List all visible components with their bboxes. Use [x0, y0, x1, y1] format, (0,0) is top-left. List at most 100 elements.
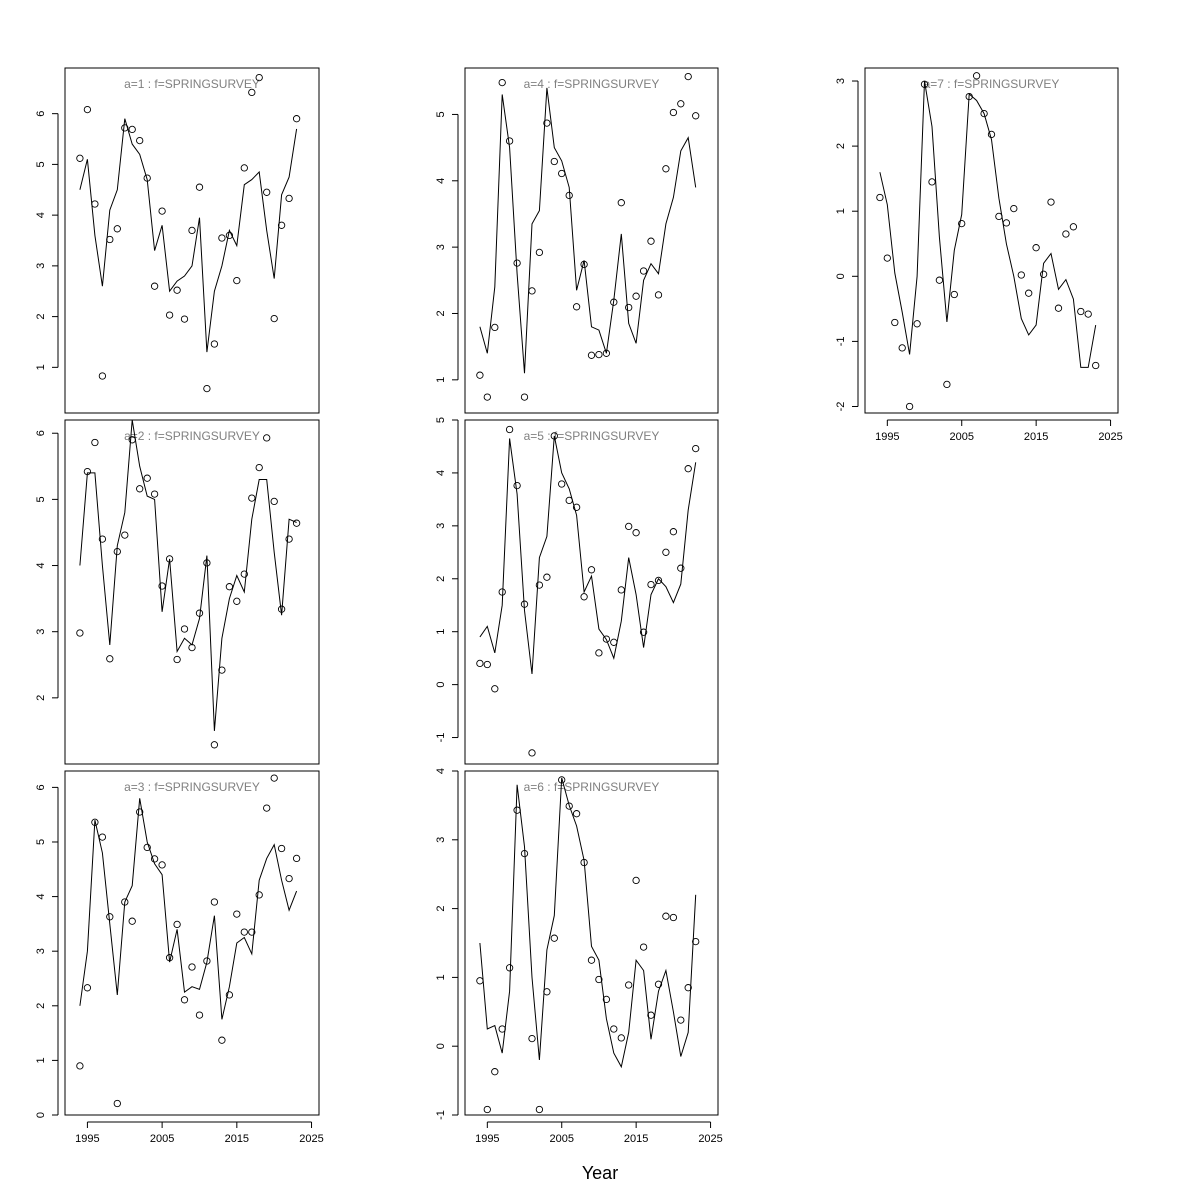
observed-point: [905, 402, 914, 411]
observed-point: [483, 660, 491, 669]
y-tick-label: 0: [35, 1112, 47, 1118]
panel-frame: [64, 419, 320, 765]
panel-1: a=1 : f=SPRINGSURVEY 1 2 3 4 5 6: [35, 67, 320, 414]
observed-point: [662, 548, 670, 556]
observed-point: [558, 776, 566, 784]
observed-point: [692, 112, 700, 120]
observed-point: [150, 282, 159, 290]
y-tick-label: 2: [435, 906, 447, 912]
observed-point: [476, 977, 484, 985]
observed-point: [1069, 223, 1078, 231]
x-tick-label: 2015: [225, 1133, 249, 1145]
panel-title: a=7 : f=SPRINGSURVEY: [924, 77, 1060, 91]
observed-point: [513, 806, 521, 814]
observed-point: [1010, 204, 1018, 213]
observed-point: [1039, 270, 1048, 278]
x-tick-label: 2025: [1098, 431, 1122, 443]
observed-point: [270, 314, 278, 323]
y-tick-label: 2: [35, 314, 47, 320]
observed-point: [128, 917, 136, 925]
observed-point: [158, 861, 166, 869]
observed-point: [240, 570, 248, 578]
observed-point: [943, 380, 951, 389]
observed-point: [520, 849, 529, 858]
observed-point: [972, 72, 981, 80]
observed-point: [572, 303, 581, 311]
observed-point: [1025, 289, 1033, 297]
observed-point: [277, 605, 286, 613]
x-tick-label: 2005: [949, 431, 973, 443]
observed-point: [285, 874, 293, 883]
observed-point: [647, 237, 655, 245]
observed-point: [195, 1011, 204, 1019]
observed-point: [218, 666, 226, 674]
observed-point: [662, 165, 670, 173]
y-tick-label: 1: [435, 974, 447, 980]
observed-point: [83, 984, 92, 992]
observed-point: [210, 741, 219, 749]
observed-point: [210, 898, 219, 906]
observed-point: [610, 298, 618, 306]
observed-point: [684, 984, 692, 992]
observed-point: [136, 136, 144, 145]
observed-point: [98, 535, 107, 543]
panel-title: a=4 : f=SPRINGSURVEY: [524, 77, 660, 91]
observed-point: [240, 164, 248, 172]
observed-point: [587, 351, 596, 359]
y-tick-label: 3: [435, 244, 447, 250]
observed-point: [255, 73, 263, 82]
observed-point: [617, 586, 625, 594]
observed-point: [543, 573, 551, 581]
observed-point: [677, 1016, 685, 1024]
observed-point: [113, 547, 121, 556]
y-tick-label: 4: [435, 470, 447, 476]
observed-point: [188, 643, 196, 652]
y-tick-label: 5: [35, 161, 47, 167]
observed-point: [980, 109, 988, 118]
observed-point: [76, 1062, 84, 1070]
observed-point: [883, 254, 891, 262]
x-axis-label: Year: [582, 1163, 618, 1183]
x-tick-label: 2025: [698, 1133, 722, 1145]
observed-point: [898, 344, 906, 352]
panel-title: a=2 : f=SPRINGSURVEY: [124, 429, 260, 443]
observed-point: [91, 200, 99, 208]
panel-title: a=5 : f=SPRINGSURVEY: [524, 429, 660, 443]
observed-point: [476, 371, 484, 379]
observed-point: [505, 425, 514, 434]
observed-point: [121, 124, 129, 132]
observed-point: [106, 235, 114, 244]
observed-point: [625, 981, 633, 989]
observed-point: [143, 843, 151, 852]
observed-point: [195, 183, 204, 191]
panel-title: a=1 : f=SPRINGSURVEY: [124, 77, 260, 91]
observed-point: [1084, 310, 1092, 318]
fitted-line: [79, 798, 298, 1020]
observed-point: [654, 291, 663, 299]
observed-point: [263, 434, 271, 442]
observed-point: [277, 221, 286, 229]
observed-point: [958, 219, 966, 228]
observed-point: [550, 157, 558, 166]
observed-point: [180, 315, 189, 323]
observed-point: [98, 372, 107, 380]
y-tick-label: 1: [835, 208, 847, 214]
observed-point: [248, 494, 256, 502]
observed-point: [150, 490, 159, 498]
x-tick-label: 2005: [150, 1133, 174, 1145]
observed-point: [121, 531, 129, 539]
observed-point: [602, 349, 611, 357]
observed-point: [1047, 198, 1055, 206]
observed-point: [1017, 271, 1025, 279]
observed-point: [210, 340, 219, 348]
observed-point: [225, 991, 234, 999]
observed-point: [91, 438, 99, 447]
observed-point: [233, 597, 241, 605]
y-tick-label: 5: [35, 496, 47, 502]
observed-point: [891, 318, 899, 327]
y-tick-label: 2: [35, 1003, 47, 1009]
observed-point: [165, 954, 174, 962]
observed-point: [543, 988, 551, 996]
observed-point: [535, 581, 544, 589]
observed-point: [913, 320, 921, 328]
